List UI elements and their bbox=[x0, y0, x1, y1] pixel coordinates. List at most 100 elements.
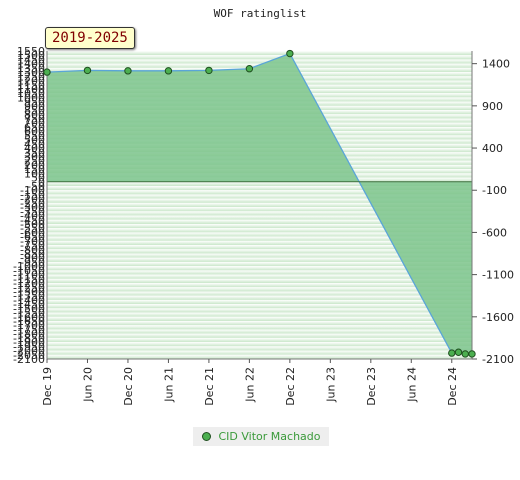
y-left-tick-label: 1050 bbox=[17, 87, 45, 100]
y-left-tick-label: -950 bbox=[20, 256, 45, 269]
y-left-tick-label: -700 bbox=[20, 235, 45, 248]
y-left-tick-label: -2100 bbox=[13, 353, 45, 366]
grid-band bbox=[47, 266, 472, 271]
y-left-tick-label: 750 bbox=[24, 113, 45, 126]
legend-marker-icon bbox=[201, 432, 211, 441]
grid-band bbox=[47, 325, 472, 330]
y-left-tick-label: -1050 bbox=[13, 264, 45, 277]
y-left-tick-label: 400 bbox=[24, 142, 45, 155]
y-right-tick-label: 1400 bbox=[482, 58, 510, 71]
grid-band bbox=[47, 261, 472, 267]
y-left-tick-label: 500 bbox=[24, 134, 45, 147]
grid-band bbox=[47, 354, 472, 359]
y-left-tick-label: -600 bbox=[20, 226, 45, 239]
y-left-tick-label: -2050 bbox=[13, 349, 45, 362]
y-left-tick-label: 1550 bbox=[17, 45, 45, 58]
marker-layer bbox=[43, 49, 476, 358]
grid-band bbox=[47, 232, 472, 237]
grid-band bbox=[47, 219, 472, 224]
y-left-tick-label: 1250 bbox=[17, 70, 45, 83]
data-point[interactable] bbox=[245, 65, 254, 73]
y-left-tick-label: 700 bbox=[24, 117, 45, 130]
grid-band bbox=[47, 274, 472, 279]
grid-band bbox=[47, 346, 472, 351]
x-tick-label: Jun 22 bbox=[243, 367, 256, 403]
y-left-tick-label: 1000 bbox=[17, 91, 45, 104]
x-tick-label: Dec 21 bbox=[203, 367, 216, 406]
data-point[interactable] bbox=[164, 67, 173, 75]
y-left-tick-label: -450 bbox=[20, 214, 45, 227]
y-left-tick-label: -200 bbox=[20, 193, 45, 206]
data-point[interactable] bbox=[468, 350, 476, 358]
y-left-tick-label: -1100 bbox=[13, 269, 45, 282]
y-left-tick-label: 50 bbox=[31, 172, 45, 185]
grid-band bbox=[47, 59, 472, 64]
series-area bbox=[47, 53, 472, 354]
grid-band bbox=[47, 333, 472, 338]
y-left-tick-label: 300 bbox=[24, 150, 45, 163]
y-left-tick-label: -1300 bbox=[13, 285, 45, 298]
grid-band bbox=[47, 190, 472, 195]
y-left-tick-label: 800 bbox=[24, 108, 45, 121]
data-point[interactable] bbox=[43, 68, 51, 76]
y-left-tick-label: 1100 bbox=[17, 83, 45, 96]
y-left-tick-label: -150 bbox=[20, 188, 45, 201]
grid-band bbox=[47, 253, 472, 258]
y-left-tick-label: -350 bbox=[20, 205, 45, 218]
grid-band bbox=[47, 283, 472, 288]
grid-band bbox=[47, 236, 472, 241]
y-right-tick-label: 900 bbox=[482, 100, 503, 113]
y-left-tick-label: -1850 bbox=[13, 332, 45, 345]
grid-band bbox=[47, 249, 472, 254]
y-left-tick-label: -1750 bbox=[13, 323, 45, 336]
data-point[interactable] bbox=[454, 348, 463, 356]
y-left-tick-label: -1250 bbox=[13, 281, 45, 294]
y-left-tick-label: -1950 bbox=[13, 340, 45, 353]
grid-band bbox=[47, 312, 472, 317]
y-left-tick-label: -1150 bbox=[13, 273, 45, 286]
grid-band bbox=[47, 228, 472, 233]
grid-band bbox=[47, 337, 472, 343]
y-left-tick-label: -1000 bbox=[13, 260, 45, 273]
data-point[interactable] bbox=[205, 66, 213, 75]
y-left-tick-label: 1400 bbox=[17, 58, 45, 71]
y-right-tick-label: -100 bbox=[482, 184, 507, 197]
y-left-tick-label: 650 bbox=[24, 121, 45, 134]
y-left-tick-label: -300 bbox=[20, 201, 45, 214]
data-point[interactable] bbox=[448, 349, 456, 357]
y-left-tick-label: -850 bbox=[20, 248, 45, 261]
y-left-tick-label: -1500 bbox=[13, 302, 45, 315]
grid-band bbox=[47, 202, 472, 208]
grid-band bbox=[47, 287, 472, 292]
grid-band bbox=[47, 51, 472, 56]
x-tick-label: Jun 21 bbox=[162, 367, 175, 403]
data-point[interactable] bbox=[83, 66, 92, 75]
grid-band bbox=[47, 245, 472, 250]
data-point[interactable] bbox=[286, 49, 294, 58]
y-left-tick-label: -1600 bbox=[13, 311, 45, 324]
x-tick-label: Dec 24 bbox=[446, 367, 459, 406]
data-point[interactable] bbox=[124, 67, 132, 75]
y-left-tick-label: -400 bbox=[20, 210, 45, 223]
y-left-tick-label: 1300 bbox=[17, 66, 45, 79]
y-left-tick-label: -650 bbox=[20, 231, 45, 244]
y-left-tick-label: 1350 bbox=[17, 62, 45, 75]
legend[interactable]: CID Vitor Machado bbox=[193, 427, 329, 446]
y-left-tick-label: -1200 bbox=[13, 277, 45, 290]
axis-layer bbox=[46, 51, 473, 360]
grid-band bbox=[47, 308, 472, 313]
grid-band bbox=[47, 342, 472, 347]
y-left-tick-label: -550 bbox=[20, 222, 45, 235]
y-left-tick-label: 850 bbox=[24, 104, 45, 117]
y-left-tick-label: 450 bbox=[24, 138, 45, 151]
y-left-tick-label: -900 bbox=[20, 252, 45, 265]
y-left-tick-label: -1550 bbox=[13, 307, 45, 320]
data-point[interactable] bbox=[461, 350, 469, 358]
y-left-tick-label: 950 bbox=[24, 96, 45, 109]
grid-band bbox=[47, 223, 472, 229]
grid-band bbox=[47, 278, 472, 284]
y-right-tick-label: 400 bbox=[482, 142, 503, 155]
y-right-tick-label: -2100 bbox=[482, 353, 514, 366]
grid-band bbox=[47, 291, 472, 296]
